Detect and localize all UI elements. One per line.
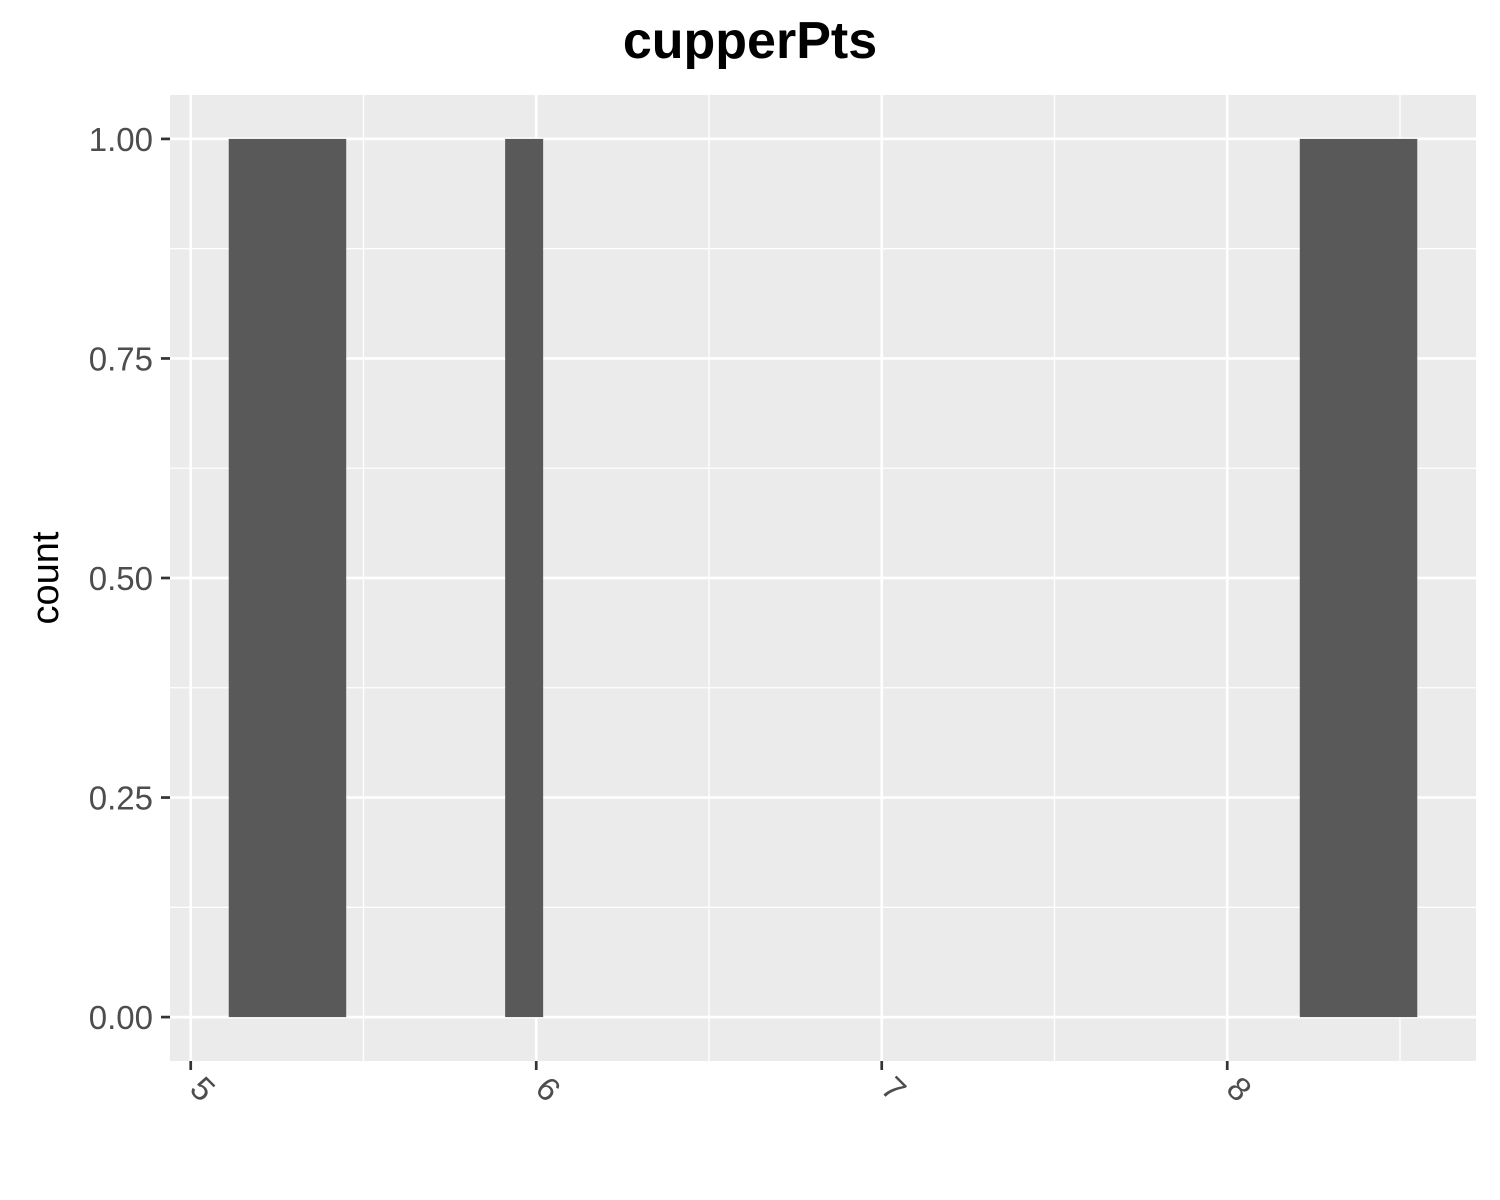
x-tick-label-0: 5 xyxy=(183,1069,222,1108)
y-tick-label-0: 0.00 xyxy=(89,999,153,1036)
y-tick-label-3: 0.75 xyxy=(89,340,153,377)
bar-2 xyxy=(1299,138,1418,1018)
x-tick-label-3: 8 xyxy=(1220,1069,1259,1108)
x-tick-label-2: 7 xyxy=(874,1069,913,1108)
y-tick-label-1: 0.25 xyxy=(89,780,153,817)
y-axis: 0.00 0.25 0.50 0.75 1.00 xyxy=(89,121,170,1036)
chart-title: cupperPts xyxy=(623,12,877,70)
y-tick-label-2: 0.50 xyxy=(89,560,153,597)
y-axis-label: count xyxy=(25,531,67,624)
x-tick-label-1: 6 xyxy=(529,1069,568,1108)
bars xyxy=(228,138,1418,1018)
y-tick-label-4: 1.00 xyxy=(89,121,153,158)
x-axis: 5 6 7 8 xyxy=(183,1061,1259,1108)
bar-1 xyxy=(505,138,544,1018)
bar-0 xyxy=(228,138,347,1018)
